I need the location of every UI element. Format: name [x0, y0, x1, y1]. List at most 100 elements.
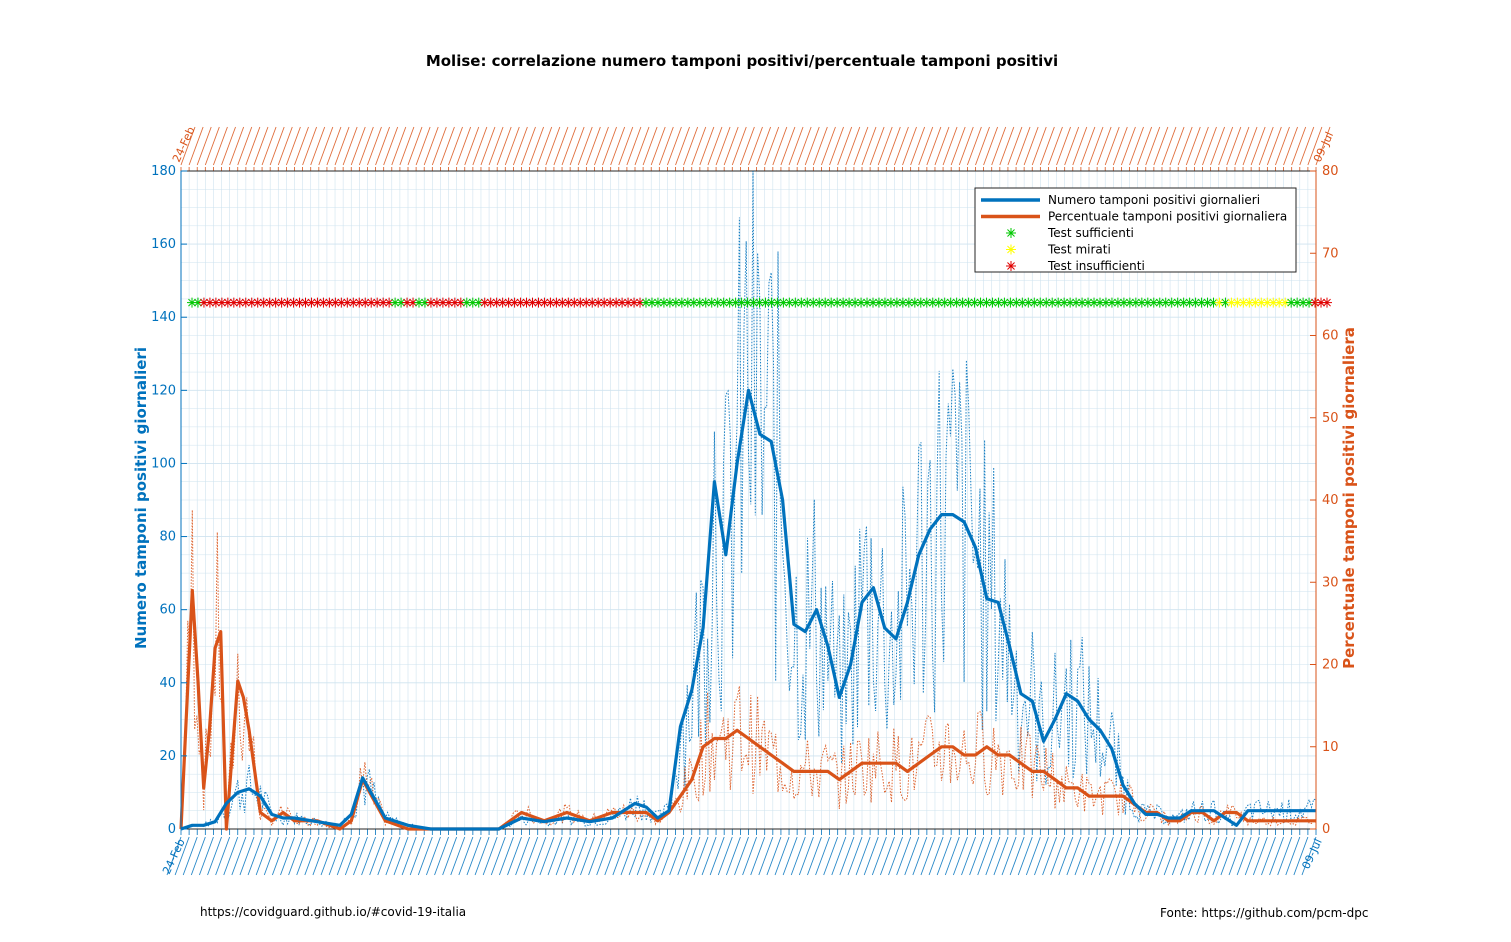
bottom-date-label-mark [920, 836, 936, 876]
top-date-label-mark [1185, 126, 1201, 166]
bottom-date-label-mark [434, 836, 449, 876]
bottom-date-label-mark [490, 836, 506, 876]
bottom-date-label-mark [580, 836, 595, 876]
status-star [641, 297, 651, 308]
top-date-label-mark [383, 126, 399, 166]
left-tick-label: 80 [159, 530, 176, 545]
top-date-label-mark [1129, 126, 1144, 166]
top-date-label-mark [658, 126, 674, 166]
bottom-date-label-mark [1228, 836, 1244, 876]
bottom-date-label-mark [1277, 836, 1293, 876]
grid [181, 171, 1316, 829]
bottom-date-label-mark [182, 836, 198, 876]
top-date-label-mark [585, 126, 601, 166]
bottom-date-label-mark [604, 836, 620, 876]
top-date-label-mark [529, 126, 545, 166]
top-date-label-mark [213, 126, 228, 166]
top-date-label-mark [391, 126, 407, 166]
bottom-date-label-mark [361, 836, 376, 876]
bottom-date-label-mark [239, 836, 255, 876]
status-star [1023, 297, 1034, 308]
footer-source-link[interactable]: https://covidguard.github.io/#covid-19-i… [200, 905, 467, 919]
top-date-label-mark [537, 126, 553, 166]
legend-star-swatch [1006, 228, 1016, 238]
top-date-label-first: 24-Feb [170, 125, 198, 164]
top-date-label-mark [991, 126, 1007, 166]
bottom-date-label-mark [661, 836, 676, 876]
bottom-date-label-mark [693, 836, 709, 876]
top-date-label-mark [285, 126, 301, 166]
top-date-label-mark [334, 126, 350, 166]
status-star [461, 297, 472, 308]
bottom-date-label-mark [855, 836, 871, 876]
top-date-label-mark [650, 126, 666, 166]
top-date-label-mark [367, 126, 382, 166]
bottom-date-label-mark [952, 836, 968, 876]
bottom-date-label-mark [1196, 836, 1212, 876]
top-date-label-mark [237, 126, 253, 166]
top-date-label-mark [918, 126, 934, 166]
bottom-date-label-mark [571, 836, 587, 876]
right-tick-label: 20 [1322, 658, 1339, 673]
bottom-date-label-mark [653, 836, 668, 876]
legend-entry-label: Test insufficienti [1047, 259, 1145, 273]
top-date-label-mark [488, 126, 504, 166]
left-tick-label: 60 [159, 603, 176, 618]
top-date-label-mark [1193, 126, 1209, 166]
top-date-label-mark [675, 126, 690, 166]
bottom-date-label-mark [636, 836, 652, 876]
bottom-date-label-mark [936, 836, 952, 876]
left-tick-label: 100 [151, 456, 176, 471]
top-date-label-mark [796, 126, 812, 166]
bottom-date-label-mark [1244, 836, 1260, 876]
top-date-label-mark [845, 126, 861, 166]
top-date-label-mark [196, 126, 212, 166]
status-star [1286, 297, 1297, 308]
top-date-label-mark [780, 126, 796, 166]
bottom-date-label-mark [977, 836, 993, 876]
bottom-date-label-mark [1050, 836, 1066, 876]
status-star [945, 297, 956, 308]
bottom-date-label-mark [353, 836, 368, 876]
status-star [754, 297, 765, 308]
top-date-label-mark [975, 126, 990, 166]
top-date-label-mark [594, 126, 609, 166]
bottom-date-label-mark [969, 836, 985, 876]
top-date-label-mark [407, 126, 423, 166]
top-date-label-mark [772, 126, 788, 166]
bottom-date-label-mark [928, 836, 944, 876]
right-tick-label: 40 [1322, 493, 1339, 508]
top-date-label-mark [1169, 126, 1185, 166]
smoothed-series [179, 388, 1316, 831]
status-star [1083, 297, 1094, 308]
top-date-label-mark [577, 126, 593, 166]
left-y-axis-label: Numero tamponi positivi giornalieri [132, 347, 150, 649]
status-star [873, 297, 884, 308]
bottom-date-label-mark [823, 836, 839, 876]
bottom-date-label-mark [1301, 836, 1317, 876]
status-star [557, 297, 568, 308]
bottom-date-label-mark [888, 836, 903, 876]
bottom-date-label-mark [1034, 836, 1049, 876]
bottom-date-label-mark [1212, 836, 1228, 876]
bottom-date-label-mark [912, 836, 928, 876]
status-star [838, 297, 849, 308]
top-date-label-mark [464, 126, 480, 166]
bottom-date-label-mark [174, 836, 190, 876]
footer-data-credit: Fonte: https://github.com/pcm-dpc [1160, 906, 1369, 920]
status-star [993, 297, 1004, 308]
bottom-date-label-last: 09-Jul [1299, 837, 1324, 871]
status-star [491, 297, 502, 308]
bottom-date-label-mark [474, 836, 490, 876]
status-star [1292, 297, 1303, 308]
top-date-label-mark [950, 126, 966, 166]
bottom-date-label-mark [831, 836, 847, 876]
top-date-label-mark [1072, 126, 1088, 166]
bottom-date-label-mark [320, 836, 336, 876]
bottom-date-label-mark [223, 836, 239, 876]
bottom-date-label-mark [644, 836, 660, 876]
top-date-label-mark [764, 126, 780, 166]
status-star [891, 297, 902, 308]
left-y-axis: 0 20 40 60 80 100 120 140 160 180 [151, 164, 187, 837]
top-date-label-mark [691, 126, 707, 166]
